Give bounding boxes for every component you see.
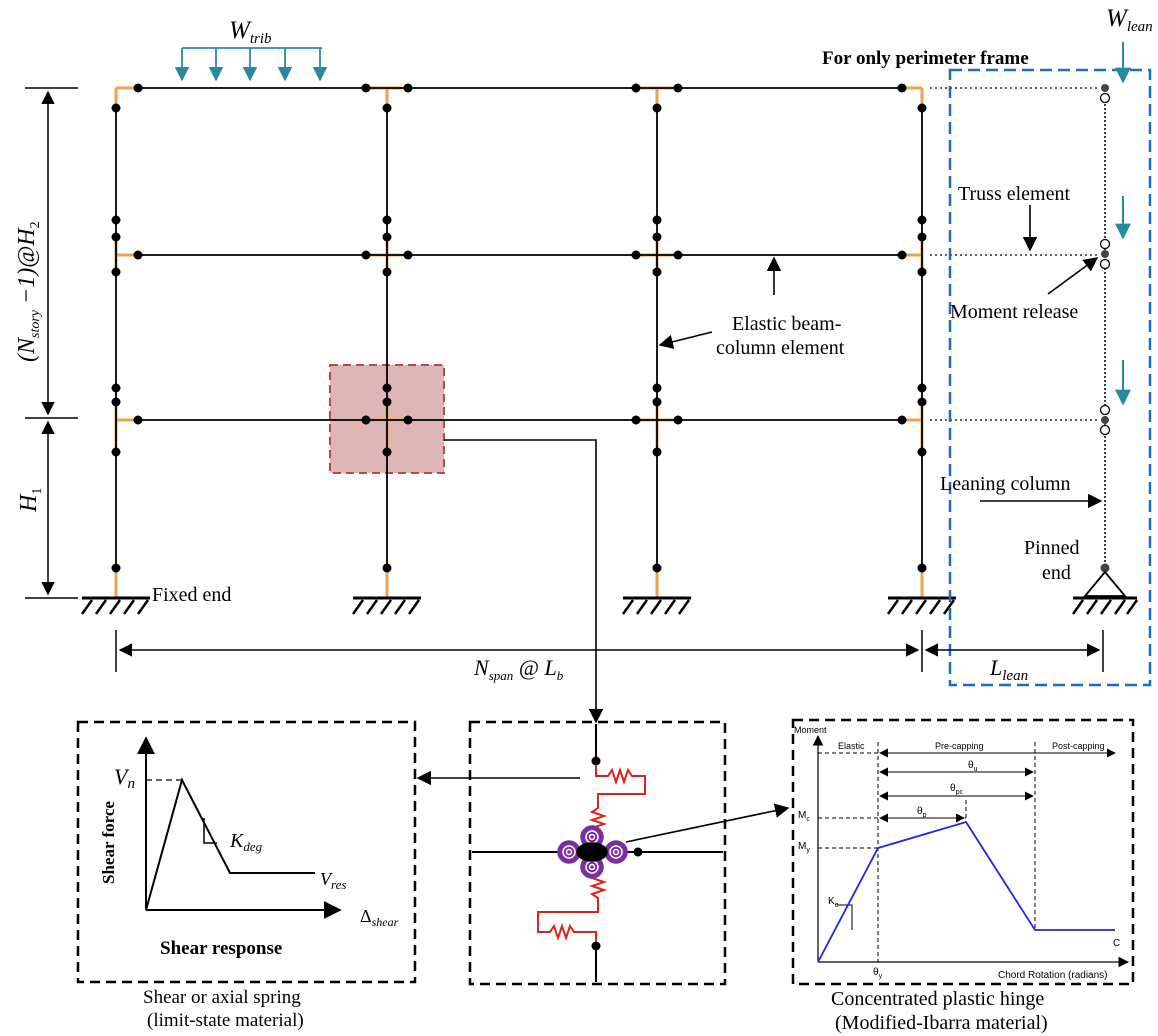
w-lean-subscript: lean [1127, 19, 1153, 35]
columns [115, 108, 923, 568]
perimeter-frame-note: For only perimeter frame [822, 48, 1029, 69]
l-lean-subscript: lean [1002, 668, 1028, 684]
theta-p-label: θ [917, 806, 923, 817]
leaning-column [930, 84, 1139, 615]
v-res-label: V [320, 869, 333, 889]
svg-text:Wlean: Wlean [1106, 5, 1153, 35]
theta-u-label: θ [968, 760, 974, 771]
svg-text:Kdeg: Kdeg [229, 830, 263, 854]
svg-text:Ke: Ke [828, 896, 839, 909]
svg-text:Wtrib: Wtrib [229, 17, 272, 47]
mc-label: M [798, 810, 806, 821]
vn-label: V [114, 764, 130, 789]
delta-shear-subscript: shear [372, 915, 399, 929]
theta-pc-subscript: pc [956, 789, 964, 796]
h1-subscript: 1 [30, 488, 45, 495]
span-dim-sub: span [489, 668, 514, 683]
leaning-column-label: Leaning column [940, 473, 1071, 495]
theta-pc-label: θ [950, 783, 956, 794]
h1-label: H [16, 493, 42, 513]
tributary-load-arrows [174, 47, 328, 82]
ke-subscript: e [835, 902, 839, 909]
plastic-hinge-panel [791, 718, 1135, 986]
svg-text:My: My [798, 841, 810, 854]
pinned-end-label-line2: end [1042, 562, 1071, 584]
w-lean-label: W [1106, 5, 1129, 32]
shear-response-panel [76, 720, 417, 984]
svg-text:(Nstory −1)@H2: (Nstory −1)@H2 [14, 221, 43, 362]
l-lean-label: L [989, 655, 1002, 680]
span-dim-sub2: b [557, 668, 564, 683]
v-res-subscript: res [331, 877, 346, 892]
shear-response-title: Shear response [160, 938, 282, 959]
elastic-region-label: Elastic [838, 741, 865, 751]
shear-caption-line1: Shear or axial spring [143, 987, 301, 1008]
elastic-beam-label-line1: Elastic beam- [732, 313, 841, 335]
hinge-caption-line2: (Modified-Ibarra material) [835, 1012, 1048, 1034]
story-dim-sub2: 2 [28, 221, 43, 228]
span-dim-tail: @ L [513, 655, 556, 680]
shear-force-axis-label: Shear force [99, 801, 118, 884]
svg-text:θpc: θpc [950, 783, 963, 796]
pinned-end-label-line1: Pinned [1024, 537, 1080, 559]
rotational-springs [557, 825, 628, 879]
post-capping-label: Post-capping [1052, 741, 1105, 751]
perimeter-frame-box [948, 68, 1152, 687]
chord-rotation-axis-label: Chord Rotation (radians) [998, 970, 1108, 981]
beams [138, 87, 902, 421]
pointer-arrows [416, 205, 1103, 843]
svg-text:Mc: Mc [798, 810, 810, 823]
theta-u-subscript: u [974, 766, 978, 773]
k-deg-label: K [229, 830, 245, 852]
story-dim-open: (N [14, 336, 40, 362]
my-subscript: y [806, 847, 810, 854]
theta-p-subscript: p [923, 812, 927, 819]
hinge-caption-line1: Concentrated plastic hinge [831, 988, 1044, 1010]
dimension-lines [25, 87, 1104, 672]
moment-release-label: Moment release [950, 301, 1078, 323]
svg-text:Llean: Llean [989, 655, 1028, 684]
svg-text:Δshear: Δshear [360, 906, 399, 929]
story-dim-sub: story [28, 309, 43, 338]
svg-text:H1: H1 [16, 488, 45, 513]
svg-text:θp: θp [917, 806, 927, 819]
fixed-end-label: Fixed end [152, 584, 231, 606]
w-trib-subscript: trib [250, 31, 272, 47]
story-dim-tail: −1)@H [14, 227, 40, 310]
svg-text:θy: θy [873, 967, 883, 980]
delta-shear-label: Δ [360, 906, 372, 926]
svg-text:Vres: Vres [320, 869, 346, 892]
w-trib-label: W [229, 17, 252, 44]
svg-text:Vn: Vn [114, 764, 135, 792]
theta-y-subscript: y [879, 973, 883, 980]
theta-y-label: θ [873, 967, 879, 978]
truss-element-label: Truss element [958, 183, 1070, 205]
k-deg-subscript: deg [243, 839, 262, 854]
svg-text:Nspan @ Lb: Nspan @ Lb [473, 655, 564, 683]
shear-caption-line2: (limit-state material) [147, 1010, 304, 1031]
my-label: M [798, 841, 806, 852]
moment-axis-label: Moment [794, 725, 827, 735]
zero-length-springs [537, 765, 646, 942]
ke-label: K [828, 896, 835, 907]
svg-text:θu: θu [968, 760, 978, 773]
c-point-label: C [1113, 938, 1120, 949]
span-dim-label: N [473, 655, 490, 680]
fixed-supports [80, 596, 956, 615]
frame-nodes [111, 83, 927, 573]
mc-subscript: c [806, 816, 810, 823]
elastic-beam-label-line2: column element [716, 337, 845, 359]
vn-subscript: n [127, 776, 135, 792]
pre-capping-label: Pre-capping [935, 741, 984, 751]
